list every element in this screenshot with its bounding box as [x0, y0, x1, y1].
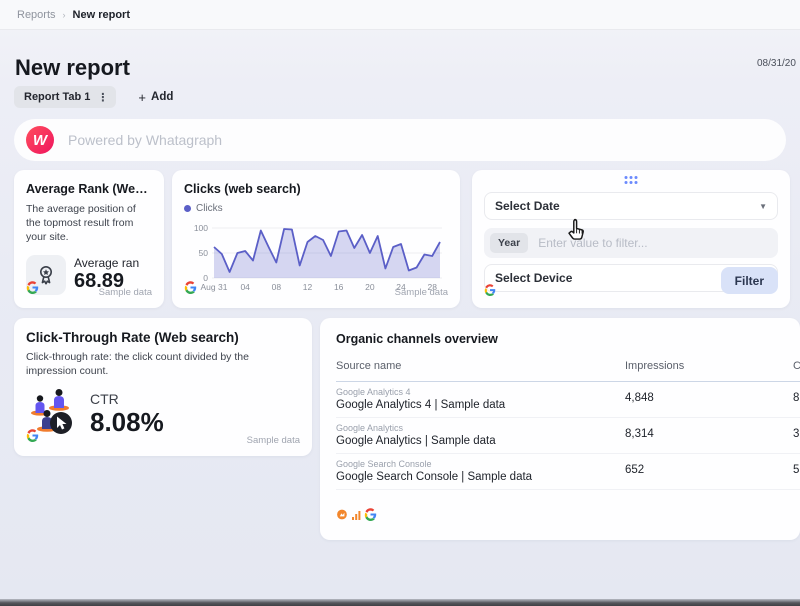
svg-text:0: 0	[203, 273, 208, 283]
filter-button[interactable]: Filter	[720, 267, 778, 294]
widget-description: Click-through rate: the click count divi…	[26, 351, 249, 378]
bottom-window-edge	[0, 599, 800, 606]
impressions-value: 8,314	[625, 428, 654, 440]
widget-title: Organic channels overview	[336, 332, 498, 346]
svg-text:12: 12	[303, 282, 313, 292]
widget-title: Clicks (web search)	[184, 182, 301, 196]
column-header-clipped[interactable]: C	[793, 360, 800, 372]
select-date-dropdown[interactable]: Select Date ▼	[484, 192, 778, 220]
breadcrumb-current: New report	[72, 8, 130, 21]
svg-text:Aug 31: Aug 31	[201, 282, 228, 292]
google-icon	[26, 429, 39, 447]
powered-by-text: Powered by Whatagraph	[68, 132, 223, 148]
table-row[interactable]: Google Analytics Google Analytics | Samp…	[336, 418, 800, 454]
add-tab-button[interactable]: + Add	[138, 89, 174, 105]
filter-widget[interactable]: Select Date ▼ Year Enter value to filter…	[472, 170, 790, 308]
google-icon	[364, 508, 377, 526]
tab-report-tab-1[interactable]: Report Tab 1 ⋮	[14, 86, 117, 108]
widget-description: The average position of the topmost resu…	[26, 203, 136, 244]
impressions-value: 4,848	[625, 392, 654, 404]
sample-data-note: Sample data	[394, 287, 448, 298]
filter-input-placeholder: Enter value to filter...	[538, 236, 648, 250]
source-name: Google Analytics 4 | Sample data	[336, 398, 506, 411]
tab-menu-icon[interactable]: ⋮	[97, 91, 109, 104]
select-device-label: Select Device	[495, 271, 573, 285]
tab-label: Report Tab 1	[24, 91, 91, 103]
google-icon	[484, 283, 496, 301]
breadcrumb: Reports › New report	[0, 0, 800, 30]
source-type-label: Google Search Console	[336, 459, 432, 469]
svg-text:24: 24	[396, 282, 406, 292]
source-name: Google Search Console | Sample data	[336, 470, 533, 483]
organic-channels-table-widget[interactable]: Organic channels overview Source name Im…	[320, 318, 800, 540]
metric-value: 8.08%	[90, 407, 164, 438]
bar-chart-icon	[352, 508, 361, 526]
average-rank-widget[interactable]: Average Rank (Web ... The average positi…	[14, 170, 164, 308]
chevron-down-icon: ▼	[759, 201, 767, 211]
breadcrumb-separator-icon: ›	[62, 9, 66, 20]
ctr-widget[interactable]: Click-Through Rate (Web search) Click-th…	[14, 318, 312, 456]
chart-legend: Clicks	[184, 203, 448, 214]
breadcrumb-reports-link[interactable]: Reports	[17, 8, 56, 21]
page-title: New report	[15, 55, 130, 80]
legend-dot-icon	[184, 205, 191, 212]
source-type-label: Google Analytics 4	[336, 387, 411, 397]
whatagraph-logo-icon: W	[26, 126, 54, 154]
clipped-value: 5	[793, 464, 800, 476]
widget-title: Click-Through Rate (Web search)	[26, 330, 239, 345]
powered-by-banner: W Powered by Whatagraph	[14, 119, 786, 161]
clipped-value: 8	[793, 392, 800, 404]
table-header-row: Source name Impressions C	[336, 358, 800, 382]
plus-icon: +	[138, 89, 147, 105]
google-icon	[184, 281, 197, 299]
select-date-label: Select Date	[495, 199, 560, 213]
google-icon	[26, 281, 39, 299]
svg-text:04: 04	[240, 282, 250, 292]
metric-value: 68.89	[74, 270, 125, 293]
clicks-chart: 0 50 100 Aug 31 04 08 12 16 20 24 28	[184, 216, 448, 299]
widget-title: Average Rank (Web ...	[26, 182, 152, 196]
column-header-impressions[interactable]: Impressions	[625, 360, 685, 372]
year-chip: Year	[490, 233, 529, 253]
clicks-chart-widget[interactable]: Clicks (web search) Clicks 0 50 100 Aug 31…	[172, 170, 460, 308]
sample-data-note: Sample data	[246, 435, 300, 446]
source-type-label: Google Analytics	[336, 423, 404, 433]
svg-text:08: 08	[272, 282, 282, 292]
svg-text:50: 50	[199, 248, 209, 258]
people-cursor-illustration	[26, 386, 78, 443]
metric-label: Average ran	[74, 256, 140, 271]
sample-data-note: Sample data	[98, 287, 152, 298]
svg-text:20: 20	[365, 282, 375, 292]
column-header-source[interactable]: Source name	[336, 360, 402, 372]
table-row[interactable]: Google Analytics 4 Google Analytics 4 | …	[336, 382, 800, 418]
report-date: 08/31/20	[757, 58, 796, 69]
drag-handle-icon[interactable]	[624, 176, 638, 184]
report-tabs: Report Tab 1 ⋮ + Add	[14, 86, 173, 108]
metric-label: CTR	[90, 391, 119, 408]
filter-value-input[interactable]: Year Enter value to filter...	[484, 228, 778, 258]
svg-text:28: 28	[427, 282, 437, 292]
google-analytics-icon	[336, 508, 349, 526]
legend-label: Clicks	[196, 203, 223, 214]
svg-text:100: 100	[194, 223, 208, 233]
impressions-value: 652	[625, 464, 645, 476]
table-row[interactable]: Google Search Console Google Search Cons…	[336, 454, 800, 490]
source-name: Google Analytics | Sample data	[336, 434, 496, 447]
svg-text:16: 16	[334, 282, 344, 292]
clipped-value: 3	[793, 428, 800, 440]
